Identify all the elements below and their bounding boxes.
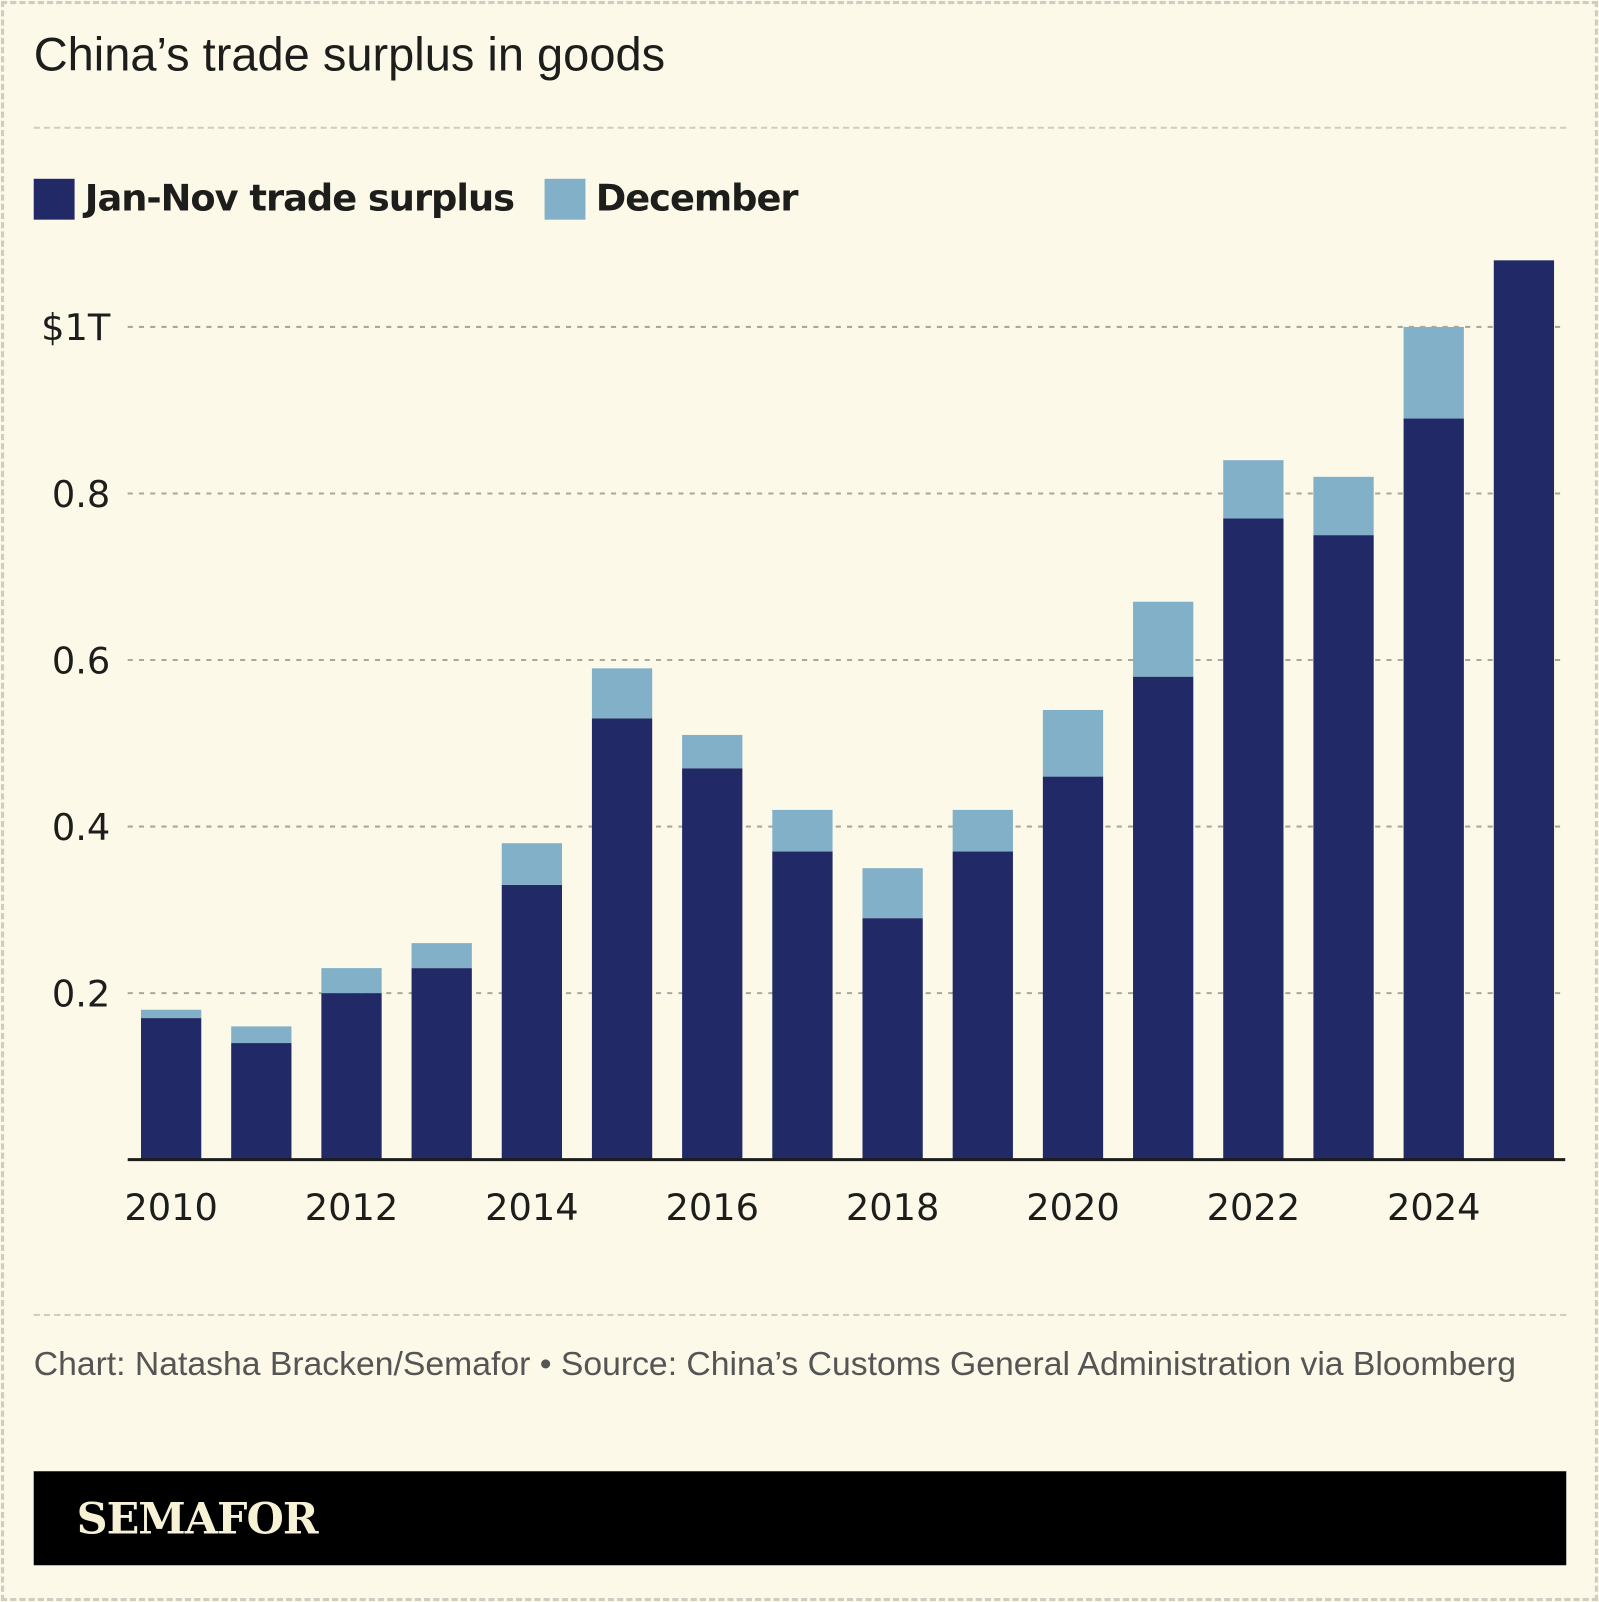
x-tick-label: 2018 [846,1186,940,1229]
bar-december-2011 [231,1026,292,1044]
legend: Jan-Nov trade surplus December [33,177,828,220]
bar-december-2019 [952,809,1013,852]
bar-jan-nov-2017 [772,851,833,1160]
x-tick-label: 2022 [1207,1186,1301,1229]
plot-area: 0.2 0.4 0.6 0.8 $1T 2010 2012 2014 2016 2018 2020 2… [41,260,1566,1229]
bar-jan-nov-2013 [411,968,472,1160]
x-tick-label: 2014 [485,1186,579,1229]
bar-jan-nov-2019 [952,851,1013,1160]
x-tick-label: 2020 [1026,1186,1120,1229]
y-tick-label: 0.8 [52,473,110,516]
bar-december-2014 [501,843,563,885]
legend-label: December [595,177,799,220]
chart-title: China’s trade surplus in goods [33,27,666,81]
source-credit: Chart: Natasha Bracken/Semafor • Source:… [33,1344,1516,1383]
bar-december-2012 [321,968,382,994]
bar-jan-nov-2011 [231,1043,292,1160]
semafor-logo: SEMAFOR [76,1493,319,1544]
bar-jan-nov-2021 [1133,676,1194,1160]
bar-december-2016 [682,734,743,769]
bar-december-2023 [1313,476,1374,536]
legend-item-jan-nov: Jan-Nov trade surplus [33,177,515,220]
bar-december-2020 [1042,709,1104,777]
bar-december-2022 [1223,460,1284,519]
x-tick-label: 2012 [305,1186,399,1229]
bar-jan-nov-2022 [1223,518,1284,1160]
bar-december-2017 [772,809,833,852]
bar-jan-nov-2012 [321,993,382,1160]
divider [33,126,1567,129]
bar-jan-nov-2020 [1042,776,1104,1160]
bar-jan-nov-2018 [862,918,923,1160]
bar-jan-nov-2015 [591,718,653,1160]
y-tick-label: 0.4 [52,806,110,849]
legend-swatch [33,178,75,220]
bar-december-2021 [1133,601,1194,677]
x-tick-label: 2024 [1387,1186,1481,1229]
bar-jan-nov-2016 [682,768,743,1160]
divider [33,1313,1567,1316]
bar-jan-nov-2024 [1403,418,1464,1160]
legend-item-december: December [544,177,799,220]
bar-jan-nov-2014 [501,884,563,1160]
x-tick-label: 2016 [665,1186,759,1229]
x-tick-label: 2010 [124,1186,218,1229]
y-tick-label: 0.2 [52,972,110,1015]
y-tick-label: 0.6 [52,639,110,682]
bar-december-2010 [140,1009,202,1019]
brand-bar: SEMAFOR [33,1471,1567,1566]
bar-december-2018 [862,868,923,919]
bar-december-2024 [1403,326,1464,419]
legend-label: Jan-Nov trade surplus [84,177,515,220]
bar-december-2015 [591,668,653,719]
bar-december-2013 [411,943,472,969]
legend-swatch [544,178,586,220]
bar-jan-nov-2025 [1493,260,1555,1160]
bar-jan-nov-2023 [1313,535,1374,1160]
y-tick-label: $1T [41,306,111,349]
bar-jan-nov-2010 [140,1018,202,1160]
